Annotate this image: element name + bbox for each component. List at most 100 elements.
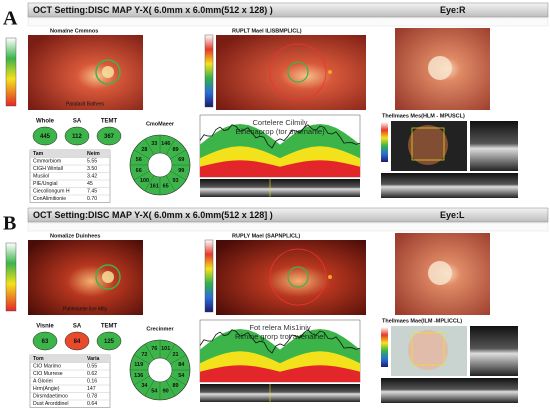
thickness-disc (408, 125, 448, 165)
clock-value: 99 (178, 168, 184, 174)
graph-text: Cortelere Cilmily (252, 118, 307, 127)
table-cell: 0.55 (87, 364, 97, 370)
scan-circle (269, 248, 327, 306)
header-bar (27, 207, 549, 223)
table-cell: CIO Marimo (33, 364, 61, 370)
mid-map-title: RUPLY Mael (SAPNPLICL) (232, 233, 300, 239)
info-strip (27, 222, 549, 232)
header-title: OCT Setting:DISC MAP Y-X( 6.0mm x 6.0mm(… (33, 210, 273, 220)
graph-text: Eihenaprop (tor avernanie) (235, 127, 325, 136)
disc (102, 271, 114, 283)
rnfl-map (216, 240, 366, 315)
sector-circle (32, 126, 58, 146)
clock-value: 136 (134, 373, 143, 379)
sector-value: 445 (40, 134, 51, 140)
table-cell: Dust Arorddinel (33, 401, 68, 407)
table-cell: 3.50 (87, 166, 97, 172)
clock-divider (170, 170, 187, 181)
clock-value: 66 (136, 168, 142, 174)
table-cell: CIO Murrese (33, 371, 63, 377)
clock-value: 119 (134, 362, 143, 368)
disc (287, 61, 309, 83)
info-strip (27, 17, 549, 27)
bscan-strip (200, 384, 360, 402)
clock-divider (165, 175, 176, 192)
clock-divider (133, 375, 150, 386)
table-header: Neim (87, 151, 100, 157)
clock-title: CmoMaeer (146, 121, 175, 127)
roi-box (411, 127, 445, 161)
clock-value: 54 (151, 389, 158, 395)
table-cell: Hrm(Angie) (33, 386, 60, 392)
sector-value: 367 (104, 134, 115, 140)
profile-line (199, 124, 361, 149)
thickness-map (28, 35, 143, 110)
table-cell: Dirsmdaetimoo (33, 394, 68, 400)
header-bar (27, 2, 549, 18)
clock-value: 101 (161, 346, 170, 352)
table-header: Tom (33, 356, 44, 362)
table-cell: 5.55 (87, 159, 97, 165)
clock-value: 28 (141, 147, 147, 153)
clock-divider (144, 138, 155, 155)
clock-value: 21 (172, 352, 178, 358)
table-cell: 45 (87, 181, 93, 187)
thickness-title: Thellmaes Mae(ILM -MPLICCL) (382, 318, 462, 324)
mid-map-title: RUPLT Mael ILISBMPLICL) (232, 28, 302, 34)
bscan-strip (200, 179, 360, 197)
clock-divider (133, 149, 150, 160)
bscan-bottom (381, 378, 518, 403)
roi-box (411, 332, 445, 366)
profile-line (199, 329, 361, 354)
sector-value: 125 (104, 339, 115, 345)
map-caption: Paralaxlt Bathers (66, 101, 105, 107)
clock-divider (165, 138, 176, 155)
normal-band (200, 365, 360, 382)
clock-divider (144, 380, 155, 397)
header-title: OCT Setting:DISC MAP Y-X( 6.0mm x 6.0mm(… (33, 5, 273, 15)
left-map-title: Nomalize Duinhees (50, 233, 100, 239)
thickness-disc (408, 330, 448, 370)
table-cell: Ciecollongum H (33, 189, 70, 195)
clock-divider (165, 343, 176, 360)
clock-divider (144, 175, 155, 192)
clock-divider (170, 354, 187, 365)
clock-value: 146 (161, 141, 170, 147)
clock-value: 56 (136, 157, 142, 163)
colorbar (5, 242, 17, 312)
table-cell: 0.78 (87, 394, 97, 400)
disc-ring (95, 59, 121, 85)
table-head-bg (30, 150, 110, 158)
clock-value: 54 (178, 373, 185, 379)
table-frame (29, 149, 111, 203)
clock-value: 90 (163, 389, 169, 395)
clock-value: 34 (141, 383, 148, 389)
sector-circle (96, 126, 122, 146)
sector-value: 84 (74, 339, 81, 345)
bscan-bottom (381, 173, 518, 198)
sector-label: Visnie (36, 324, 54, 330)
marker (328, 275, 332, 279)
bscan-side (470, 326, 518, 376)
table-cell: 0.70 (87, 196, 97, 202)
clock-value: 84 (178, 362, 185, 368)
table-cell: Cmmorbiom (33, 159, 61, 165)
sector-label: SA (73, 119, 82, 125)
optic-disc (428, 261, 452, 285)
table-cell: 0.64 (87, 401, 97, 407)
table-cell: ConAlimitionie (33, 196, 66, 202)
table-frame (29, 354, 111, 408)
sector-label: TEMT (101, 119, 118, 125)
clock-value: 76 (151, 346, 157, 352)
table-cell: Musiiol (33, 174, 49, 180)
left-map-title: Nomalne Cmmnos (50, 28, 98, 34)
rnfl-map (216, 35, 366, 110)
sector-circle (64, 331, 90, 351)
map-caption: Pahlelaetie lise Mlly (63, 306, 107, 312)
colorbar (381, 327, 388, 367)
table-cell: CIGH Wintall (33, 166, 63, 172)
panel-letter: B (3, 213, 16, 235)
table-head-bg (30, 355, 110, 363)
disc-ring (95, 264, 121, 290)
